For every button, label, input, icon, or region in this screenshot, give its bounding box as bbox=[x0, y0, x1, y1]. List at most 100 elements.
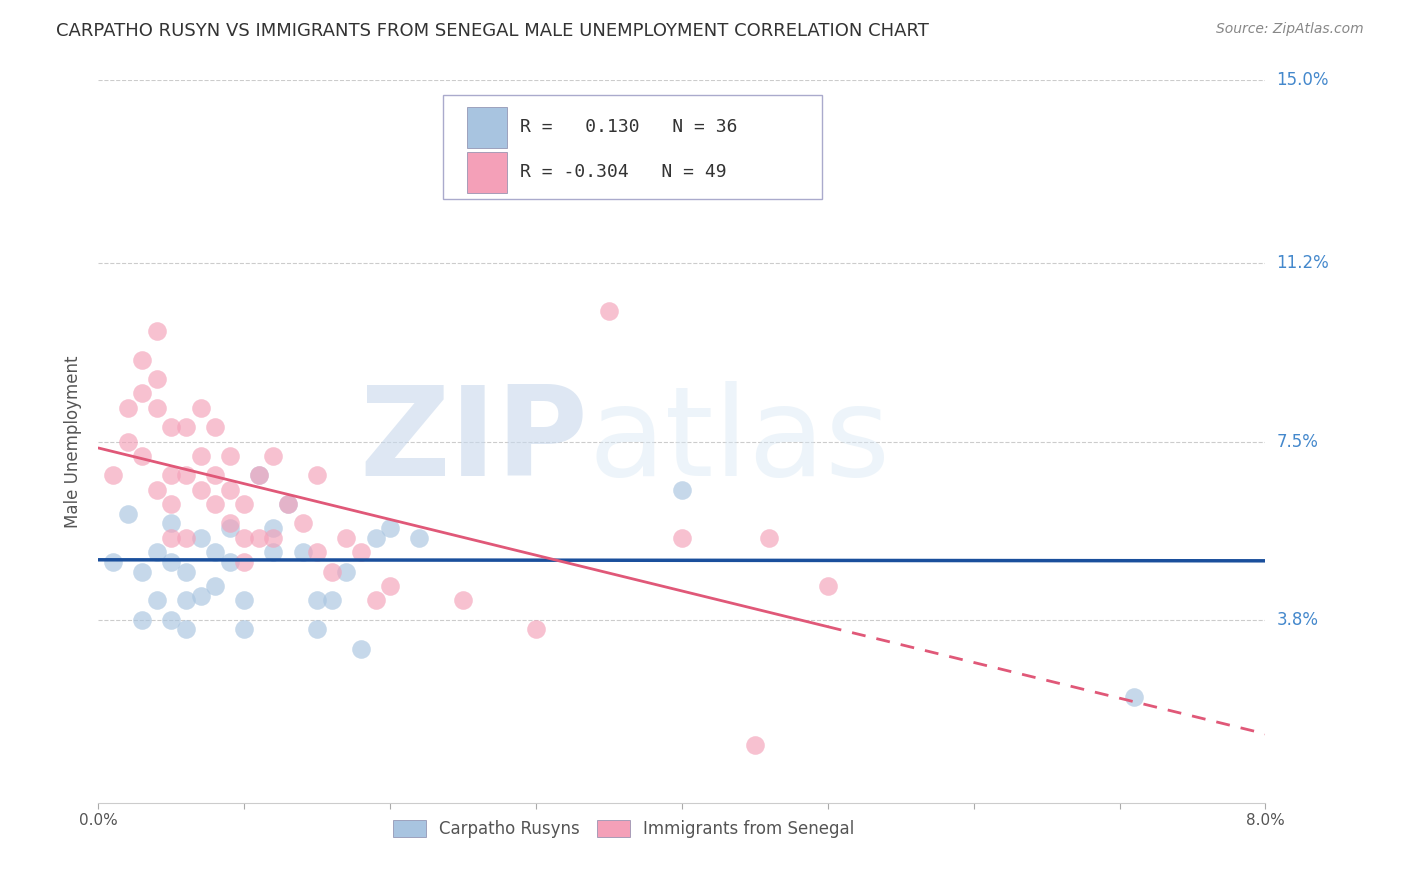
Point bbox=[174, 468, 197, 483]
Point bbox=[671, 483, 693, 497]
Point bbox=[174, 531, 197, 545]
Point bbox=[335, 531, 357, 545]
Point bbox=[247, 531, 270, 545]
Point bbox=[160, 516, 183, 531]
Point bbox=[307, 623, 329, 637]
Text: ZIP: ZIP bbox=[360, 381, 589, 502]
Text: 3.8%: 3.8% bbox=[1277, 611, 1319, 629]
Text: Source: ZipAtlas.com: Source: ZipAtlas.com bbox=[1216, 22, 1364, 37]
Point bbox=[146, 483, 169, 497]
Point bbox=[380, 521, 402, 535]
Point bbox=[131, 449, 153, 463]
Text: R = -0.304   N = 49: R = -0.304 N = 49 bbox=[520, 163, 727, 181]
Point bbox=[160, 497, 183, 511]
Point bbox=[262, 545, 284, 559]
Point bbox=[262, 449, 284, 463]
Point bbox=[190, 483, 212, 497]
Point bbox=[233, 531, 256, 545]
Point bbox=[204, 579, 226, 593]
Point bbox=[204, 545, 226, 559]
Text: R =   0.130   N = 36: R = 0.130 N = 36 bbox=[520, 119, 737, 136]
Point bbox=[307, 468, 329, 483]
Point bbox=[233, 555, 256, 569]
Point bbox=[408, 531, 430, 545]
Point bbox=[218, 516, 240, 531]
Point bbox=[758, 531, 780, 545]
Point bbox=[262, 521, 284, 535]
FancyBboxPatch shape bbox=[443, 95, 823, 200]
Y-axis label: Male Unemployment: Male Unemployment bbox=[65, 355, 83, 528]
Point bbox=[146, 324, 169, 338]
Point bbox=[146, 372, 169, 386]
Text: 15.0%: 15.0% bbox=[1277, 71, 1329, 89]
FancyBboxPatch shape bbox=[467, 152, 508, 193]
Text: 11.2%: 11.2% bbox=[1277, 254, 1329, 272]
Point bbox=[131, 565, 153, 579]
Point bbox=[131, 386, 153, 401]
Legend: Carpatho Rusyns, Immigrants from Senegal: Carpatho Rusyns, Immigrants from Senegal bbox=[385, 814, 862, 845]
Point bbox=[190, 401, 212, 415]
Point bbox=[174, 420, 197, 434]
Point bbox=[117, 401, 139, 415]
Point bbox=[277, 497, 299, 511]
Point bbox=[174, 623, 197, 637]
Point bbox=[101, 555, 124, 569]
Point bbox=[307, 545, 329, 559]
Text: 7.5%: 7.5% bbox=[1277, 433, 1319, 450]
Point bbox=[160, 555, 183, 569]
Point bbox=[451, 593, 474, 607]
Point bbox=[307, 593, 329, 607]
Point bbox=[451, 179, 474, 194]
Point bbox=[350, 545, 373, 559]
Point bbox=[321, 565, 343, 579]
Point bbox=[598, 304, 620, 318]
Point bbox=[277, 497, 299, 511]
Point bbox=[190, 449, 212, 463]
Point bbox=[247, 468, 270, 483]
Point bbox=[204, 497, 226, 511]
Point bbox=[204, 468, 226, 483]
Point bbox=[335, 565, 357, 579]
Point bbox=[744, 738, 766, 752]
Point bbox=[364, 593, 387, 607]
Point bbox=[160, 531, 183, 545]
Point bbox=[204, 420, 226, 434]
Point bbox=[190, 589, 212, 603]
Point bbox=[174, 565, 197, 579]
Point bbox=[218, 555, 240, 569]
Point bbox=[218, 521, 240, 535]
Point bbox=[117, 507, 139, 521]
Point bbox=[291, 516, 314, 531]
Point bbox=[364, 531, 387, 545]
FancyBboxPatch shape bbox=[467, 107, 508, 148]
Point bbox=[117, 434, 139, 449]
Point bbox=[218, 483, 240, 497]
Point bbox=[1123, 690, 1146, 704]
Point bbox=[524, 623, 547, 637]
Text: CARPATHO RUSYN VS IMMIGRANTS FROM SENEGAL MALE UNEMPLOYMENT CORRELATION CHART: CARPATHO RUSYN VS IMMIGRANTS FROM SENEGA… bbox=[56, 22, 929, 40]
Point bbox=[146, 401, 169, 415]
Point bbox=[350, 641, 373, 656]
Point bbox=[131, 613, 153, 627]
Point bbox=[218, 449, 240, 463]
Point bbox=[146, 545, 169, 559]
Point bbox=[174, 593, 197, 607]
Point bbox=[101, 468, 124, 483]
Point bbox=[190, 531, 212, 545]
Point bbox=[233, 497, 256, 511]
Point bbox=[817, 579, 839, 593]
Point bbox=[233, 593, 256, 607]
Point bbox=[233, 623, 256, 637]
Point bbox=[160, 420, 183, 434]
Point bbox=[321, 593, 343, 607]
Point bbox=[131, 352, 153, 367]
Point bbox=[291, 545, 314, 559]
Point bbox=[146, 593, 169, 607]
Point bbox=[671, 531, 693, 545]
Point bbox=[262, 531, 284, 545]
Point bbox=[160, 613, 183, 627]
Point bbox=[247, 468, 270, 483]
Point bbox=[380, 579, 402, 593]
Point bbox=[160, 468, 183, 483]
Text: atlas: atlas bbox=[589, 381, 890, 502]
